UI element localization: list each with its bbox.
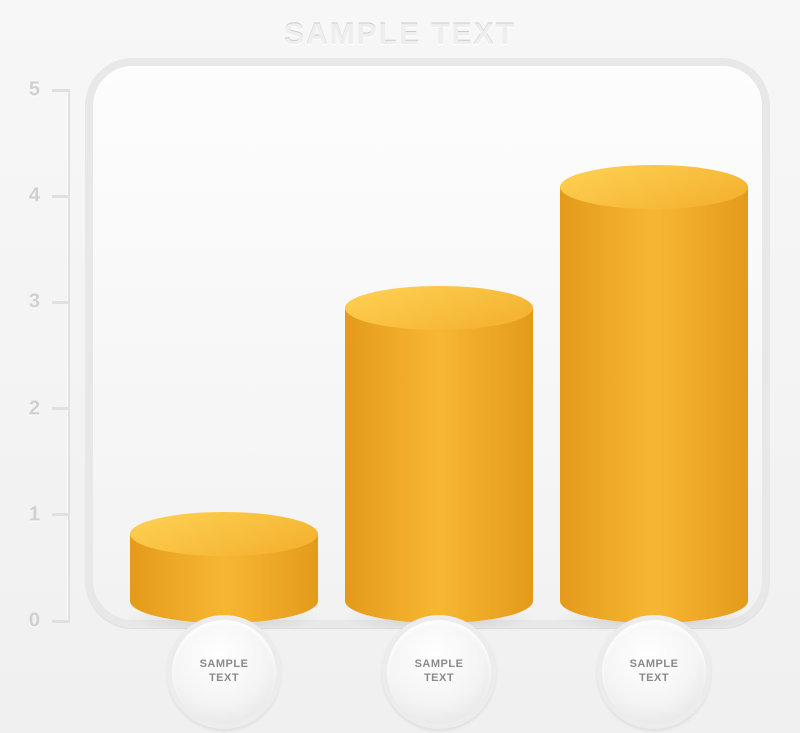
y-axis-tick <box>52 407 70 410</box>
bar-label-button[interactable]: SAMPLETEXT <box>167 615 281 729</box>
y-axis-tick-label: 4 <box>29 185 40 208</box>
chart-title: SAMPLE TEXT <box>0 18 800 52</box>
y-axis-tick <box>52 620 70 623</box>
bar-body <box>345 308 533 623</box>
y-axis-tick <box>52 513 70 516</box>
bar-cylinder <box>345 286 533 623</box>
bar-body <box>560 187 748 623</box>
y-axis-line <box>67 90 70 621</box>
bar-label-button[interactable]: SAMPLETEXT <box>382 615 496 729</box>
bar-label-button[interactable]: SAMPLETEXT <box>597 615 711 729</box>
y-axis-tick-label: 0 <box>29 610 40 633</box>
bar-cylinder <box>560 165 748 623</box>
y-axis-tick-label: 2 <box>29 397 40 420</box>
bar-label-text: SAMPLETEXT <box>630 658 679 686</box>
y-axis-tick-label: 1 <box>29 503 40 526</box>
bar-top <box>560 165 748 209</box>
y-axis-tick <box>52 301 70 304</box>
bar-label-text: SAMPLETEXT <box>200 658 249 686</box>
bar-cylinder <box>130 512 318 623</box>
bar-label-text: SAMPLETEXT <box>415 658 464 686</box>
bar-top <box>130 512 318 556</box>
y-axis-tick-label: 3 <box>29 291 40 314</box>
y-axis-tick <box>52 195 70 198</box>
y-axis: 012345 <box>46 90 70 621</box>
bar-top <box>345 286 533 330</box>
y-axis-tick <box>52 89 70 92</box>
y-axis-tick-label: 5 <box>29 79 40 102</box>
